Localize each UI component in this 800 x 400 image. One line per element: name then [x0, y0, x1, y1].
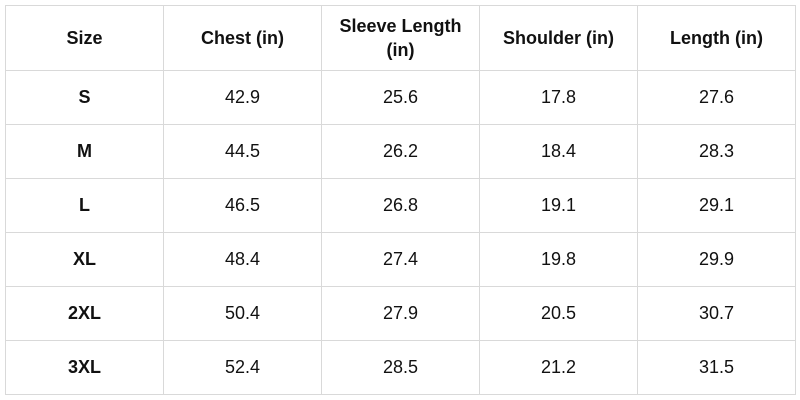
header-cell: Sleeve Length (in): [321, 5, 480, 71]
measure-cell: 27.9: [321, 286, 480, 341]
size-cell: L: [5, 178, 164, 233]
measure-cell: 52.4: [163, 340, 322, 395]
size-cell: 2XL: [5, 286, 164, 341]
header-cell: Size: [5, 5, 164, 71]
measure-cell: 42.9: [163, 70, 322, 125]
measure-cell: 25.6: [321, 70, 480, 125]
header-row: Size Chest (in) Sleeve Length (in) Shoulder…: [5, 5, 796, 71]
measure-cell: 26.2: [321, 124, 480, 179]
table-row: 3XL 52.4 28.5 21.2 31.5: [5, 340, 796, 395]
measure-cell: 44.5: [163, 124, 322, 179]
measure-cell: 27.6: [637, 70, 796, 125]
measure-cell: 26.8: [321, 178, 480, 233]
measure-cell: 48.4: [163, 232, 322, 287]
table-row: M 44.5 26.2 18.4 28.3: [5, 124, 796, 179]
measure-cell: 50.4: [163, 286, 322, 341]
measure-cell: 28.3: [637, 124, 796, 179]
size-cell: 3XL: [5, 340, 164, 395]
measure-cell: 29.1: [637, 178, 796, 233]
measure-cell: 20.5: [479, 286, 638, 341]
size-table: Size Chest (in) Sleeve Length (in) Shoulder…: [5, 5, 796, 395]
measure-cell: 17.8: [479, 70, 638, 125]
measure-cell: 28.5: [321, 340, 480, 395]
table-row: L 46.5 26.8 19.1 29.1: [5, 178, 796, 233]
table-row: 2XL 50.4 27.9 20.5 30.7: [5, 286, 796, 341]
measure-cell: 27.4: [321, 232, 480, 287]
measure-cell: 29.9: [637, 232, 796, 287]
header-cell: Shoulder (in): [479, 5, 638, 71]
measure-cell: 46.5: [163, 178, 322, 233]
size-cell: M: [5, 124, 164, 179]
measure-cell: 18.4: [479, 124, 638, 179]
table-header: Size Chest (in) Sleeve Length (in) Shoulder…: [5, 5, 796, 71]
table-row: XL 48.4 27.4 19.8 29.9: [5, 232, 796, 287]
size-cell: S: [5, 70, 164, 125]
header-cell: Chest (in): [163, 5, 322, 71]
size-cell: XL: [5, 232, 164, 287]
measure-cell: 30.7: [637, 286, 796, 341]
table-row: S 42.9 25.6 17.8 27.6: [5, 70, 796, 125]
measure-cell: 31.5: [637, 340, 796, 395]
table-body: S 42.9 25.6 17.8 27.6 M 44.5 26.2 18.4 28.3 L 46.5 2…: [5, 70, 796, 395]
measure-cell: 19.8: [479, 232, 638, 287]
measure-cell: 19.1: [479, 178, 638, 233]
header-cell: Length (in): [637, 5, 796, 71]
measure-cell: 21.2: [479, 340, 638, 395]
